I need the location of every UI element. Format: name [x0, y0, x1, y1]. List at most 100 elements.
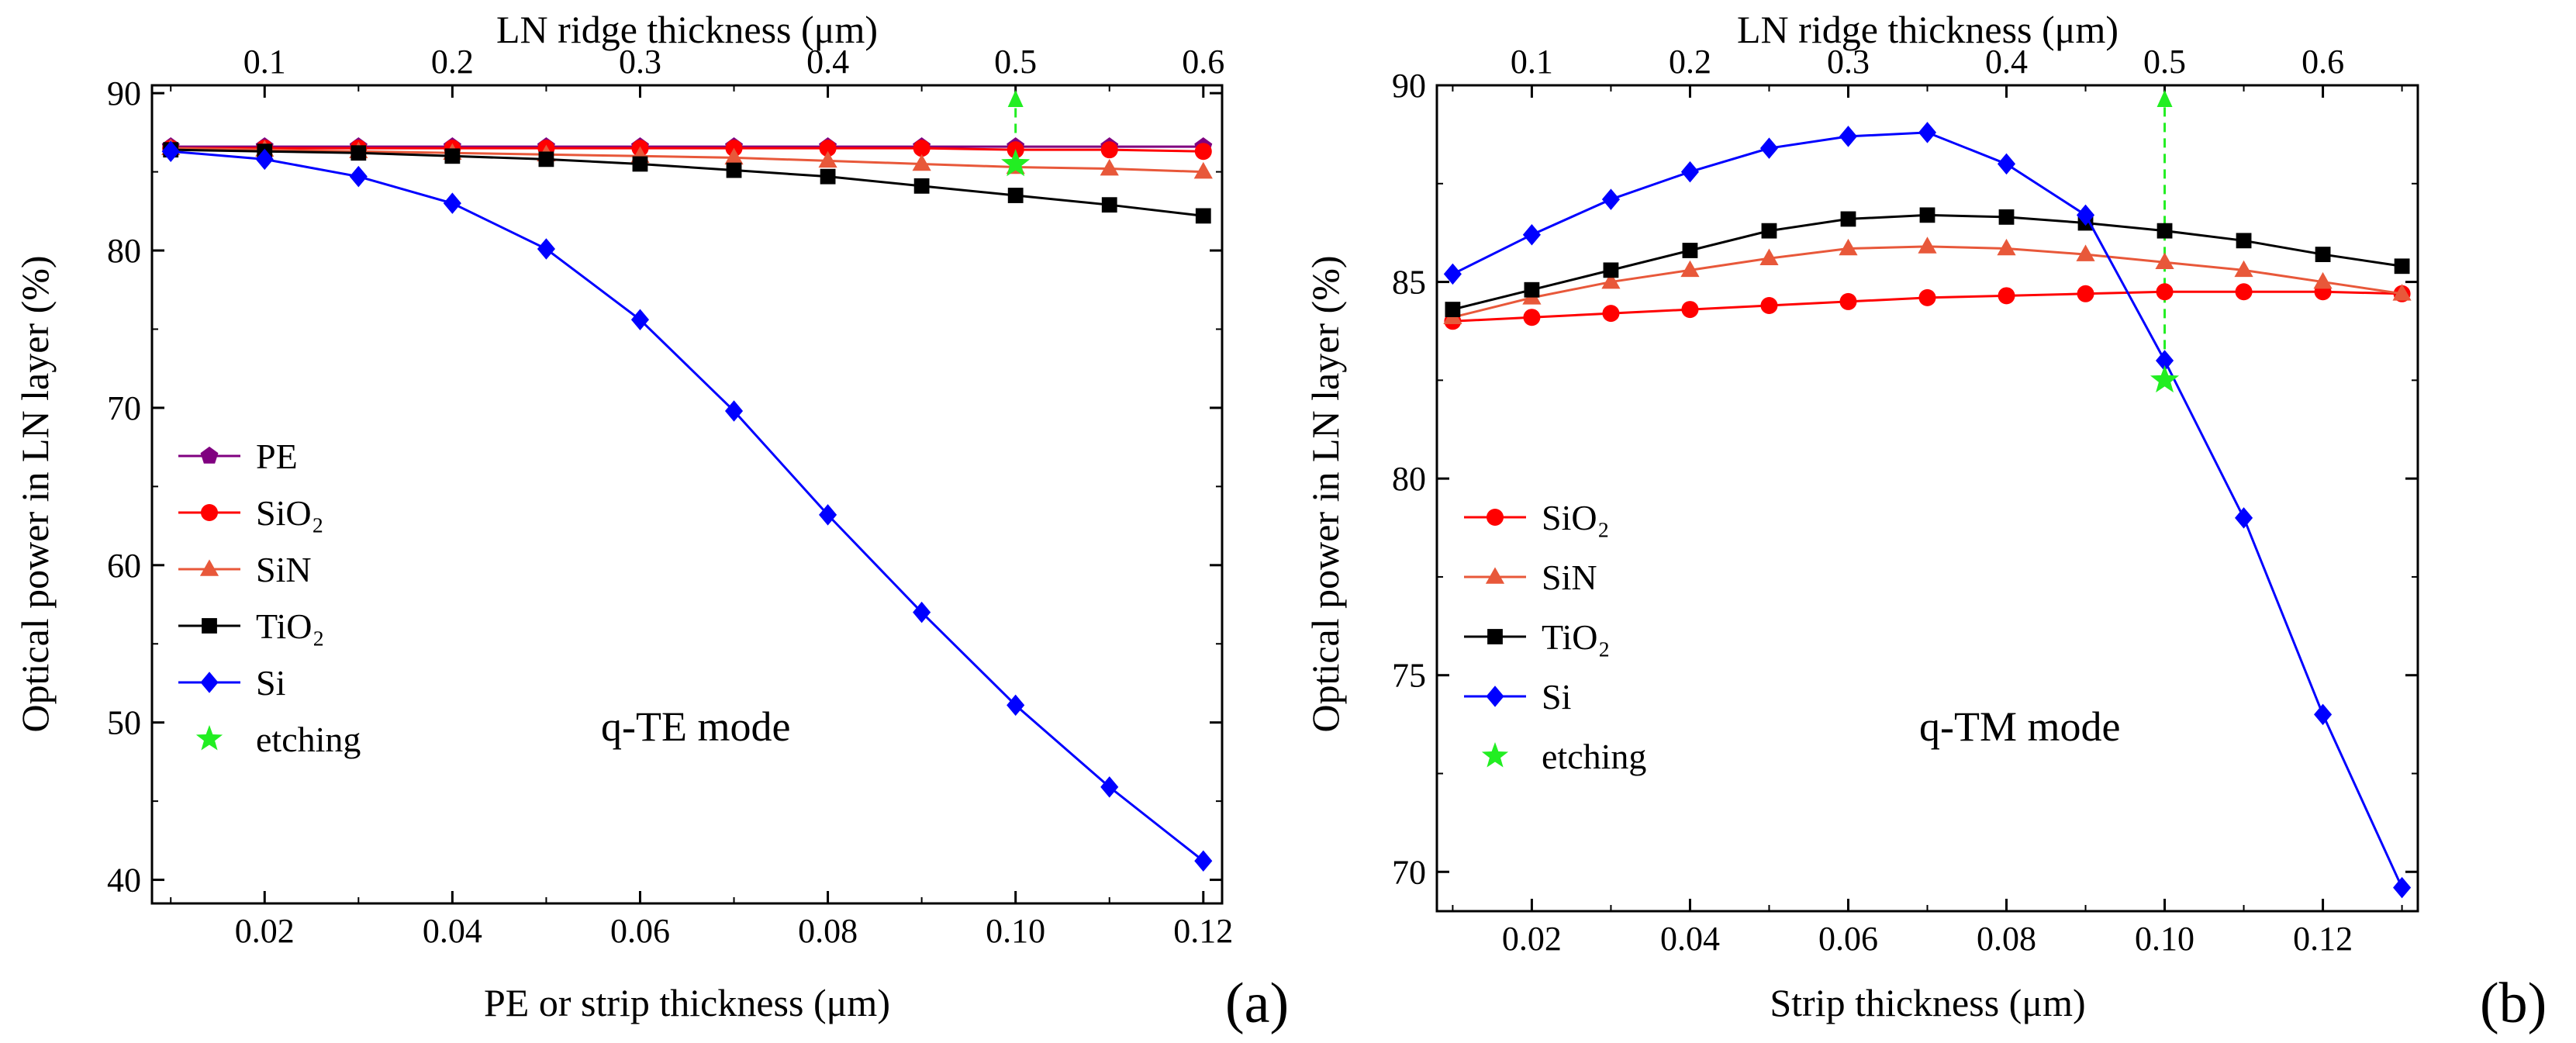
legend-marker-tio-b — [1487, 629, 1503, 644]
series-line-sin-a — [171, 147, 1203, 174]
y-tick-label-b: 90 — [1392, 67, 1426, 105]
data-point-si-b — [1918, 122, 1937, 143]
data-point-tio-a — [913, 178, 930, 194]
x-tick-label-b: 0.10 — [2135, 920, 2194, 958]
legend-a: PE SiO₂ SiN TiO₂ Si etching — [178, 437, 361, 759]
data-point-si-b — [2155, 350, 2174, 371]
legend-marker-sin-b — [1485, 567, 1505, 584]
series-line-tio-a — [171, 148, 1203, 217]
data-point-tio-a — [538, 151, 554, 168]
etching-point-b — [2150, 364, 2180, 393]
legend-label-sin-a: SiN — [256, 550, 312, 589]
legend-marker-tio-a — [202, 618, 217, 634]
x-tick-label-a: 0.04 — [423, 912, 482, 950]
x-tick-group-a: 0.02 0.04 0.06 0.08 0.10 0.12 0.1 0.2 0.3 0.4 0.5 0… — [107, 43, 1233, 950]
data-point-sin-b — [2076, 244, 2095, 261]
data-point-si-a — [1194, 850, 1213, 872]
data-point-si-b — [1997, 153, 2016, 175]
top-axis-title-b: LN ridge thickness (μm) — [1737, 8, 2118, 51]
data-point-sio-a — [1100, 141, 1118, 159]
data-point-si-a — [819, 504, 837, 526]
data-point-si-a — [1100, 776, 1119, 798]
y-tick-label-a: 80 — [107, 232, 141, 270]
data-point-si-a — [1007, 694, 1025, 717]
top-tick-label-b: 0.2 — [1669, 43, 1711, 81]
legend-label-pe-a: PE — [256, 437, 298, 476]
data-point-si-b — [2393, 876, 2412, 899]
x-tick-label-a: 0.10 — [986, 912, 1045, 950]
panel-label-a: (a) — [1225, 972, 1289, 1035]
top-tick-label-a: 0.6 — [1182, 43, 1224, 81]
series-line-si-a — [171, 150, 1204, 862]
data-point-sin-b — [1759, 248, 1779, 265]
y-tick-label-b: 85 — [1392, 264, 1426, 302]
data-point-si-b — [2235, 507, 2253, 529]
legend-marker-sio-a — [201, 504, 218, 521]
x-axis-title-a: PE or strip thickness (μm) — [484, 981, 890, 1024]
top-tick-label-a: 0.2 — [431, 43, 474, 81]
data-point-si-b — [1839, 126, 1858, 147]
y-axis-title-b: Optical power in LN layer (%) — [1304, 255, 1347, 732]
x-axis-title-b: Strip thickness (μm) — [1770, 981, 2085, 1024]
x-tick-label-b: 0.12 — [2293, 920, 2353, 958]
data-point-si-b — [1601, 188, 1620, 210]
legend-b: SiO₂ SiN TiO₂ Si etching — [1464, 498, 1646, 776]
data-point-sin-b — [2234, 260, 2253, 278]
x-tick-group-b: 0.02 0.04 0.06 0.08 0.10 0.12 0.1 0.2 0.3 0.4 0.5 0… — [1392, 43, 2418, 958]
legend-label-sio-b: SiO₂ — [1542, 498, 1610, 537]
legend-marker-sin-a — [199, 559, 219, 576]
data-point-tio-a — [726, 162, 742, 178]
data-point-sio-b — [1760, 297, 1778, 314]
data-point-tio-a — [820, 168, 836, 185]
y-tick-label-a: 40 — [107, 862, 141, 900]
data-point-sio-b — [1918, 288, 1936, 306]
top-tick-label-b: 0.1 — [1511, 43, 1553, 81]
data-point-sin-a — [1193, 161, 1213, 179]
data-point-tio-a — [632, 156, 648, 172]
legend-label-tio-b: TiO₂ — [1542, 617, 1611, 657]
data-point-tio-b — [1524, 281, 1540, 298]
x-tick-label-b: 0.02 — [1502, 920, 1562, 958]
data-point-tio-b — [1761, 223, 1777, 239]
data-point-si-a — [537, 238, 555, 260]
top-tick-label-b: 0.5 — [2143, 43, 2186, 81]
data-point-sin-a — [818, 150, 837, 168]
data-point-sio-b — [1523, 309, 1541, 326]
x-tick-label-a: 0.06 — [610, 912, 670, 950]
x-tick-label-b: 0.04 — [1660, 920, 1720, 958]
data-point-tio-a — [1007, 188, 1024, 203]
data-point-si-b — [2314, 703, 2333, 726]
legend-label-sin-b: SiN — [1542, 558, 1597, 597]
etching-arrow-head-b — [2156, 90, 2173, 107]
mode-label-a: q-TE mode — [601, 703, 790, 750]
data-point-sio-a — [913, 140, 931, 157]
x-tick-label-b: 0.06 — [1818, 920, 1878, 958]
data-point-sin-b — [2313, 271, 2333, 289]
series-line-sio-a — [171, 147, 1203, 153]
x-tick-label-b: 0.08 — [1977, 920, 2036, 958]
data-point-sio-a — [819, 140, 837, 157]
panel-a: 0.02 0.04 0.06 0.08 0.10 0.12 0.1 0.2 0.3 0.4 0.5 0… — [13, 8, 1289, 1035]
data-point-tio-b — [1682, 243, 1698, 258]
data-point-sin-b — [1680, 260, 1700, 278]
data-point-tio-b — [1919, 207, 1935, 223]
top-tick-label-b: 0.3 — [1827, 43, 1870, 81]
legend-label-si-a: Si — [256, 663, 285, 703]
series-group-a — [161, 90, 1213, 872]
data-point-tio-b — [2156, 223, 2173, 239]
x-tick-label-a: 0.08 — [798, 912, 858, 950]
data-point-si-a — [724, 400, 744, 422]
y-tick-label-b: 70 — [1392, 853, 1426, 891]
data-point-sio-b — [1681, 301, 1699, 319]
data-point-sin-b — [2392, 284, 2412, 301]
data-point-si-a — [255, 148, 274, 171]
top-tick-label-b: 0.6 — [2301, 43, 2344, 81]
data-point-tio-b — [1445, 302, 1461, 317]
data-point-sin-a — [724, 147, 744, 165]
legend-label-sio-a: SiO₂ — [256, 493, 324, 533]
top-tick-label-a: 0.5 — [994, 43, 1037, 81]
data-point-si-b — [2076, 204, 2095, 226]
data-point-si-b — [1680, 161, 1700, 183]
legend-label-etching-b: etching — [1542, 737, 1646, 776]
